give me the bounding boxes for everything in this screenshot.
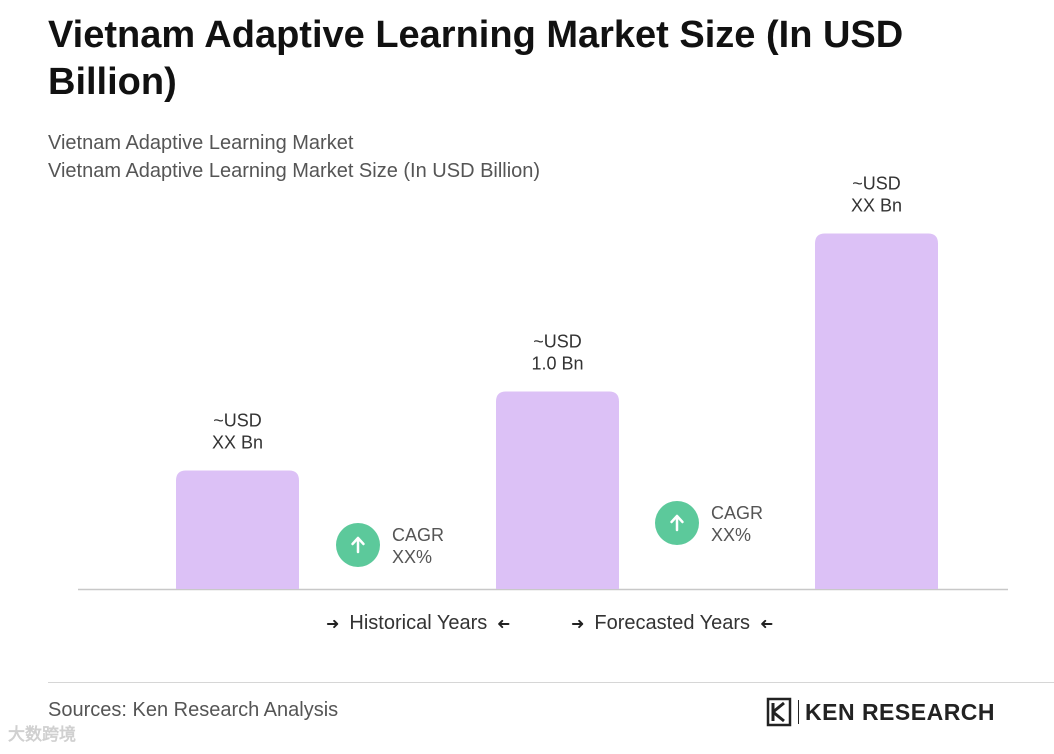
arrow-left-icon: ➜ <box>497 615 511 633</box>
bar-label-value: XX Bn <box>851 196 902 216</box>
cagr-label: CAGR <box>711 503 763 523</box>
source-note: Sources: Ken Research Analysis <box>48 699 339 721</box>
logo-separator <box>798 700 799 724</box>
legend-forecasted-label: Forecasted Years <box>594 612 751 634</box>
arrow-right-icon: ➜ <box>571 615 585 633</box>
logo-text: KEN RESEARCH <box>805 698 996 725</box>
arrow-right-icon: ➜ <box>326 615 340 633</box>
chart-title: Vietnam Adaptive Learning Market Size (I… <box>48 14 904 103</box>
bar-historical <box>176 470 299 589</box>
footer-divider <box>48 682 1054 683</box>
bar-current <box>496 391 619 589</box>
up-arrow-glyph <box>670 514 684 532</box>
cagr-value: XX% <box>711 525 751 545</box>
legend-historical: ➜ Historical Years ➜ <box>326 612 511 635</box>
cagr-value: XX% <box>392 547 432 567</box>
watermark: 大数跨境 <box>8 725 76 744</box>
bar-label-value: XX Bn <box>212 433 263 453</box>
bar-label-prefix: ~USD <box>213 411 262 431</box>
cagr-label: CAGR <box>392 525 444 545</box>
bar-label-value: 1.0 Bn <box>531 354 583 374</box>
legend-forecasted: ➜ Forecasted Years ➜ <box>571 612 773 635</box>
bar-label-prefix: ~USD <box>852 174 901 194</box>
legend-historical-label: Historical Years <box>349 612 488 634</box>
ken-research-logo: KEN RESEARCH <box>766 697 995 727</box>
bar-forecast <box>815 233 938 589</box>
ken-research-logo-icon <box>766 697 792 727</box>
arrow-left-icon: ➜ <box>760 615 774 633</box>
bar-label-prefix: ~USD <box>533 332 582 352</box>
up-arrow-glyph <box>351 536 365 554</box>
chart-subtitle-units: Vietnam Adaptive Learning Market Size (I… <box>48 160 541 182</box>
chart-subtitle: Vietnam Adaptive Learning Market <box>48 132 354 154</box>
